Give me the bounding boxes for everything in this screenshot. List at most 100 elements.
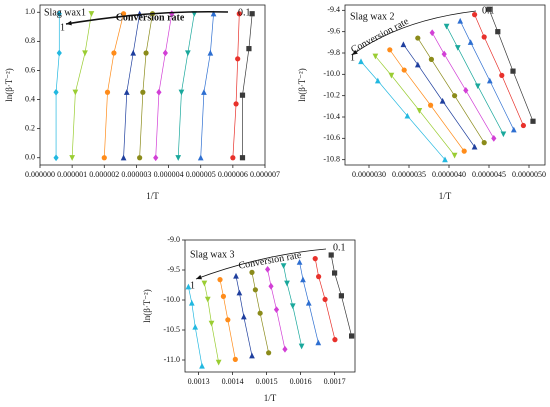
- data-point: [208, 320, 215, 327]
- series-line: [403, 44, 475, 148]
- data-point: [474, 83, 481, 90]
- series-line: [431, 32, 495, 139]
- x-tick-label: 0.000004: [154, 170, 184, 179]
- y-tick-label: 0.8: [25, 36, 35, 45]
- data-point: [491, 134, 497, 142]
- arrow: [65, 10, 229, 25]
- series-line: [299, 262, 319, 343]
- x-tick-label: 0.0016: [290, 377, 312, 386]
- data-point: [192, 323, 199, 330]
- series-line: [232, 13, 240, 158]
- series-line: [360, 61, 446, 160]
- end-label: 1: [60, 22, 65, 33]
- data-point: [520, 122, 527, 129]
- data-point: [199, 362, 205, 369]
- x-tick-label: 0.000002: [89, 170, 119, 179]
- data-point: [471, 143, 478, 150]
- x-tick-label: 0.0000045: [472, 170, 506, 179]
- y-axis-label: ln(β·T⁻²): [4, 68, 14, 102]
- data-point: [322, 296, 328, 302]
- data-point: [457, 17, 464, 24]
- series-line: [242, 13, 253, 158]
- data-point: [273, 306, 280, 313]
- data-point: [305, 299, 312, 306]
- series-line: [139, 13, 153, 158]
- data-point: [296, 259, 303, 265]
- x-tick-label: 0.000000: [25, 170, 55, 179]
- y-axis-label: ln(β·T⁻²): [297, 68, 307, 102]
- plot-frame: [39, 4, 266, 166]
- y-axis-label: ln(β·T⁻²): [142, 289, 152, 323]
- y-tick-label: 0.2: [25, 123, 35, 132]
- y-tick-label: -10.2: [323, 90, 340, 99]
- y-tick-label: -9.8: [327, 48, 340, 57]
- series-line: [417, 37, 485, 143]
- data-point: [486, 77, 493, 84]
- series-line: [71, 13, 92, 158]
- data-point: [268, 282, 274, 290]
- y-tick-label: 1.0: [25, 7, 35, 16]
- data-point: [530, 118, 536, 124]
- data-point: [53, 88, 59, 96]
- x-tick-label: 0.000007: [250, 170, 280, 179]
- x-tick-label: 0.0013: [188, 377, 210, 386]
- series-line: [103, 13, 124, 158]
- y-tick-label: 0.6: [25, 65, 35, 74]
- data-point: [416, 108, 423, 114]
- data-point: [56, 10, 62, 18]
- series-line: [446, 26, 504, 135]
- y-tick-label: -10.6: [323, 133, 340, 142]
- data-point: [428, 56, 434, 63]
- data-point: [210, 10, 217, 17]
- data-point: [265, 266, 271, 273]
- data-point: [232, 356, 238, 362]
- x-axis-label: 1/T: [439, 191, 452, 201]
- plot-frame: [184, 239, 356, 373]
- end-label: 1: [190, 280, 195, 291]
- data-point: [215, 359, 222, 366]
- data-point: [225, 317, 231, 323]
- start-label: 0.1: [333, 242, 346, 253]
- data-point: [441, 50, 447, 58]
- data-point: [56, 49, 62, 57]
- data-point: [332, 270, 338, 276]
- series-line: [389, 49, 465, 152]
- data-point: [454, 45, 461, 51]
- data-point: [220, 293, 227, 299]
- data-point: [233, 272, 239, 279]
- data-point: [130, 49, 137, 56]
- data-point: [188, 299, 195, 306]
- data-point: [388, 72, 395, 79]
- data-point: [415, 35, 421, 41]
- data-point: [69, 155, 76, 161]
- data-point: [201, 89, 207, 95]
- series-line: [251, 272, 269, 353]
- data-point: [349, 333, 355, 339]
- data-point: [72, 89, 79, 96]
- x-tick-label: 0.0000035: [392, 170, 426, 179]
- data-point: [481, 34, 487, 40]
- data-point: [82, 50, 88, 57]
- panel-label: Slag wax1: [44, 7, 86, 18]
- data-point: [284, 280, 290, 287]
- data-point: [246, 46, 252, 52]
- data-point: [153, 154, 159, 162]
- series-line: [204, 283, 220, 363]
- data-point: [316, 274, 322, 280]
- y-tick-label: 0.4: [25, 94, 35, 103]
- data-point: [499, 72, 505, 78]
- data-point: [184, 50, 191, 57]
- data-point: [338, 293, 344, 299]
- data-point: [175, 155, 182, 161]
- data-point: [249, 11, 255, 17]
- y-tick-label: -10.0: [323, 69, 340, 78]
- data-point: [185, 283, 192, 290]
- data-point: [178, 89, 185, 96]
- data-point: [428, 102, 434, 108]
- data-point: [451, 152, 458, 159]
- series-line: [235, 275, 253, 356]
- y-tick-label: -9.6: [327, 26, 340, 35]
- data-point: [156, 88, 162, 96]
- x-tick-label: 0.0017: [324, 377, 346, 386]
